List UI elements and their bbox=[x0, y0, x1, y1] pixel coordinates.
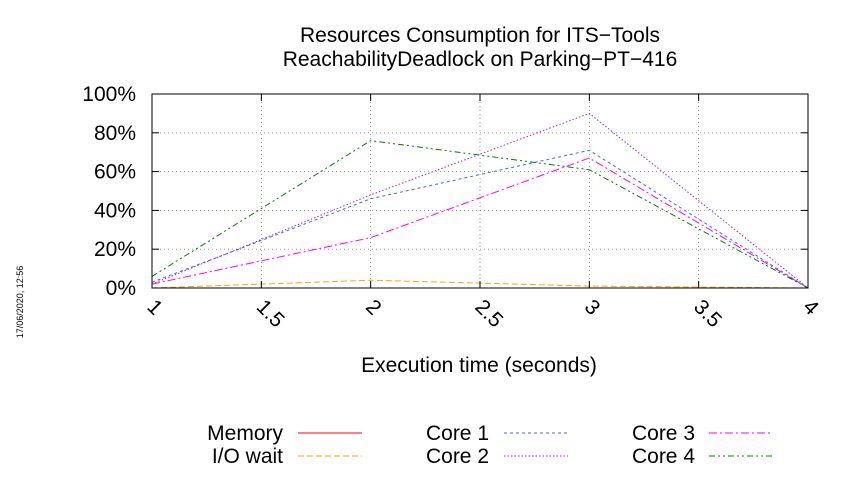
legend-label-core-4: Core 4 bbox=[632, 445, 695, 468]
y-tick-label: 40% bbox=[94, 199, 136, 222]
y-tick-label: 100% bbox=[82, 83, 136, 106]
chart-title-line-2: ReachabilityDeadlock on Parking−PT−416 bbox=[283, 48, 678, 71]
grid bbox=[152, 94, 808, 288]
series-line-core-2 bbox=[151, 112, 809, 289]
legend-label-i-o-wait: I/O wait bbox=[212, 445, 283, 468]
y-tick-label: 80% bbox=[94, 122, 136, 145]
x-tick-label: 3 bbox=[580, 295, 605, 320]
y-tick-label: 60% bbox=[94, 161, 136, 184]
legend-label-core-2: Core 2 bbox=[426, 445, 489, 468]
x-tick-label: 2 bbox=[361, 295, 386, 320]
x-tick-label: 3.5 bbox=[689, 295, 726, 332]
x-tick-label: 4 bbox=[798, 295, 823, 320]
y-tick-label: 0% bbox=[106, 277, 136, 300]
series-lines bbox=[151, 112, 809, 289]
timestamp-label: 17/06/2020, 12:56 bbox=[15, 266, 25, 339]
legend-label-memory: Memory bbox=[207, 422, 283, 445]
legend-label-core-3: Core 3 bbox=[632, 422, 695, 445]
x-tick-label: 1.5 bbox=[252, 295, 289, 332]
chart-title-line-1: Resources Consumption for ITS−Tools bbox=[300, 24, 660, 47]
y-tick-label: 20% bbox=[94, 238, 136, 261]
x-tick-label: 1 bbox=[142, 295, 167, 320]
series-line-core-3 bbox=[151, 157, 809, 289]
x-axis-label: Execution time (seconds) bbox=[361, 354, 597, 377]
x-tick-label: 2.5 bbox=[470, 295, 507, 332]
series-line-core-4 bbox=[151, 140, 809, 289]
legend-label-core-1: Core 1 bbox=[426, 422, 489, 445]
